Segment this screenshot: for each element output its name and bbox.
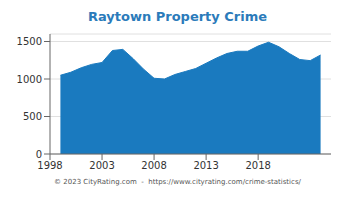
svg-text:2003: 2003 <box>89 160 114 171</box>
html-text:Raytown Property Crime: Raytown Property Crime <box>87 9 268 24</box>
svg-text:1500: 1500 <box>17 36 42 47</box>
svg-text:2018: 2018 <box>245 160 270 171</box>
svg-text:1000: 1000 <box>17 74 42 85</box>
svg-text:0: 0 <box>36 149 42 160</box>
html-text:© 2023 CityRating.com - https:: © 2023 CityRating.com - https://www.city… <box>54 178 301 186</box>
svg-text:1998: 1998 <box>37 160 62 171</box>
svg-text:2013: 2013 <box>193 160 218 171</box>
svg-text:2008: 2008 <box>141 160 166 171</box>
svg-text:500: 500 <box>23 111 42 122</box>
